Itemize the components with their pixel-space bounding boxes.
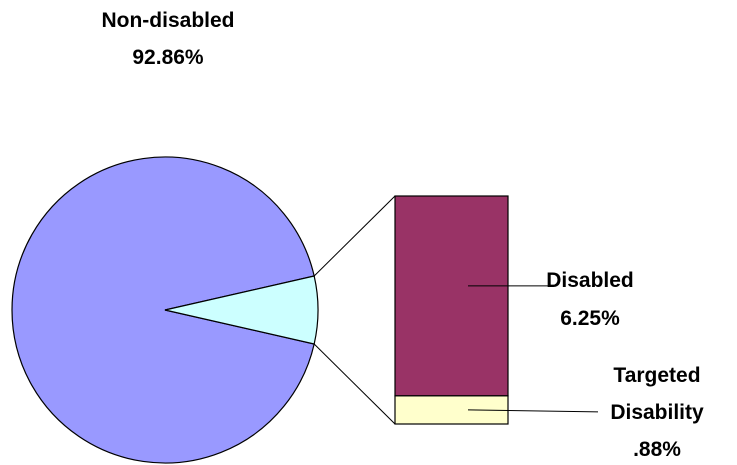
label-non-disabled-name: Non-disabled bbox=[101, 9, 234, 32]
label-non-disabled-value: 92.86% bbox=[132, 46, 204, 69]
pie-group bbox=[11, 156, 319, 464]
pie-slice-disabled-total bbox=[164, 275, 319, 345]
label-targeted-name-line2: Disability bbox=[610, 401, 704, 424]
bar-segment-disabled bbox=[394, 195, 509, 397]
leader-line-targeted-disability bbox=[467, 409, 599, 413]
pie-slice-non-disabled bbox=[11, 156, 315, 464]
bar-group bbox=[394, 195, 509, 425]
label-targeted-value: .88% bbox=[633, 438, 681, 461]
label-targeted-name-line1: Targeted bbox=[613, 364, 700, 387]
connector-line-bottom bbox=[313, 343, 396, 425]
label-disabled-name: Disabled bbox=[546, 269, 634, 292]
label-disabled-value: 6.25% bbox=[560, 307, 620, 330]
connector-line-top bbox=[313, 195, 396, 277]
